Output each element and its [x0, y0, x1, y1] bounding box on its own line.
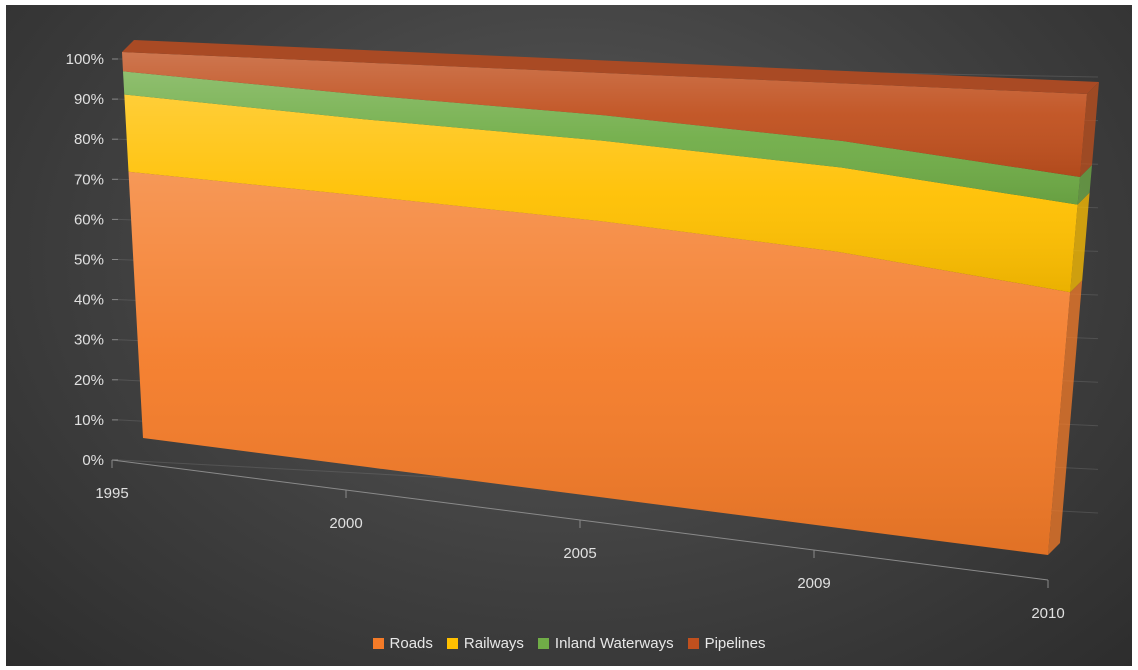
y-axis-labels: 0% 10% 20% 30% 40% 50% 60% 70% 80% 90% 100% — [66, 51, 104, 469]
series-side-face — [1077, 165, 1092, 205]
x-tick-label: 2009 — [797, 575, 830, 592]
series-layer — [122, 40, 1099, 555]
x-tick-label: 2000 — [329, 515, 362, 532]
legend-swatch — [446, 638, 458, 649]
y-tick-label: 30% — [74, 332, 104, 349]
x-tick-label: 2010 — [1031, 605, 1064, 622]
series-gloss — [128, 171, 1071, 555]
x-tick-label: 1995 — [95, 485, 128, 502]
x-tick-label: 2005 — [563, 545, 596, 562]
legend-label: Roads — [389, 635, 433, 652]
legend-label: Inland Waterways — [554, 635, 674, 652]
legend-item: Railways — [446, 635, 524, 652]
top-slab — [122, 40, 1099, 94]
series-gloss — [124, 94, 1078, 293]
y-tick-label: 80% — [74, 131, 104, 148]
y-tick-label: 50% — [74, 252, 104, 269]
series-gloss — [123, 71, 1080, 205]
legend-label: Railways — [463, 635, 524, 652]
legend-item: Pipelines — [687, 635, 766, 652]
legend-item: Roads — [372, 635, 433, 652]
legend-swatch — [537, 638, 549, 649]
y-tick-label: 20% — [74, 372, 104, 389]
legend-swatch — [687, 638, 699, 649]
series-side-face — [1070, 192, 1090, 293]
legend-item: Inland Waterways — [537, 635, 674, 652]
series-gloss — [122, 52, 1087, 177]
legend-label: Pipelines — [704, 635, 766, 652]
y-tick-label: 90% — [74, 91, 104, 108]
y-tick-label: 60% — [74, 211, 104, 228]
y-tick-label: 10% — [74, 412, 104, 429]
legend: Roads Railways Inland Waterways Pipelines — [0, 635, 1138, 652]
y-tick-label: 100% — [66, 51, 104, 68]
series-side-face — [1080, 82, 1099, 177]
x-axis-labels: 1995 2000 2005 2009 2010 — [95, 459, 1065, 622]
legend-swatch — [372, 638, 384, 649]
y-tick-label: 70% — [74, 171, 104, 188]
y-tick-label: 40% — [74, 292, 104, 309]
series-side-face — [1048, 280, 1083, 555]
y-tick-label: 0% — [82, 452, 104, 469]
